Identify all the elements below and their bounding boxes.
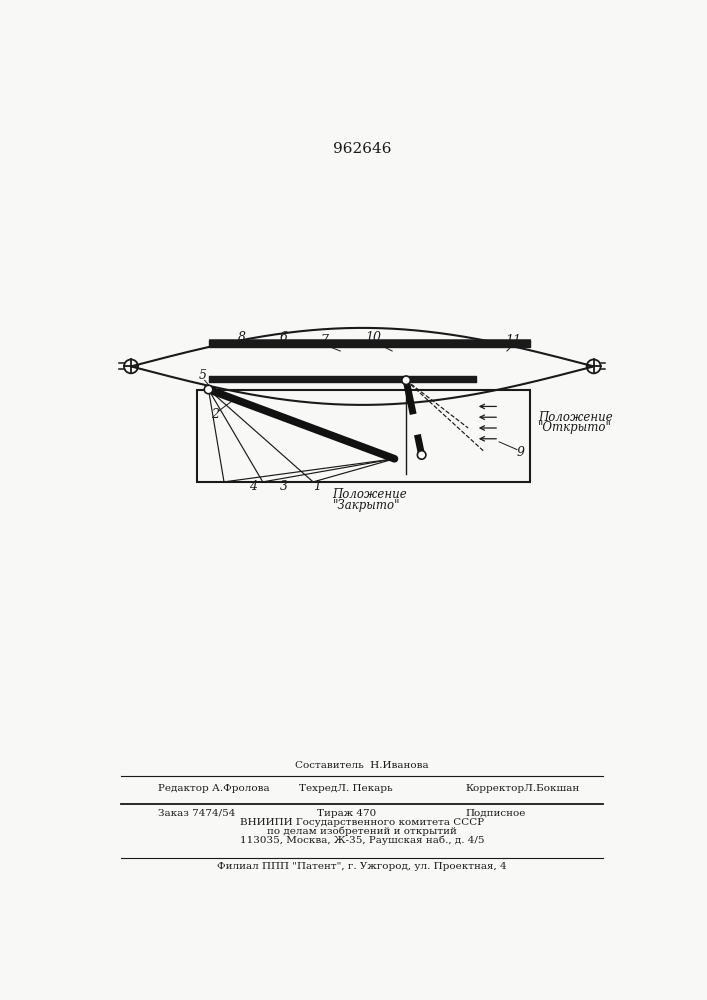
Text: 6: 6 (280, 331, 288, 344)
Text: 4: 4 (250, 480, 257, 493)
Text: 962646: 962646 (333, 142, 391, 156)
Text: Заказ 7474/54: Заказ 7474/54 (158, 808, 235, 818)
Text: Подписное: Подписное (466, 808, 526, 818)
Circle shape (402, 376, 410, 384)
Text: "Закрыто": "Закрыто" (332, 498, 400, 512)
Text: Филиал ППП "Патент", г. Ужгород, ул. Проектная, 4: Филиал ППП "Патент", г. Ужгород, ул. Про… (217, 862, 507, 871)
Text: 5: 5 (199, 369, 207, 382)
Text: КорректорЛ.Бокшан: КорректорЛ.Бокшан (466, 784, 580, 793)
Text: Положение: Положение (538, 411, 613, 424)
Text: 9: 9 (517, 446, 525, 459)
Text: 7: 7 (321, 334, 329, 347)
Text: 2: 2 (211, 408, 218, 421)
Circle shape (204, 385, 213, 394)
Text: "Открыто": "Открыто" (538, 422, 612, 434)
Text: 1: 1 (313, 480, 321, 493)
Text: ТехредЛ. Пекарь: ТехредЛ. Пекарь (299, 784, 393, 793)
Text: 10: 10 (366, 331, 382, 344)
Text: Тираж 470: Тираж 470 (317, 808, 376, 818)
Text: 11: 11 (505, 334, 521, 347)
Text: Положение: Положение (332, 488, 407, 501)
Text: 3: 3 (280, 480, 288, 493)
Text: ВНИИПИ Государственного комитета СССР: ВНИИПИ Государственного комитета СССР (240, 818, 484, 827)
Text: 113035, Москва, Ж-35, Раушская наб., д. 4/5: 113035, Москва, Ж-35, Раушская наб., д. … (240, 836, 484, 845)
Text: по делам изобретений и открытий: по делам изобретений и открытий (267, 827, 457, 836)
Text: Составитель  Н.Иванова: Составитель Н.Иванова (295, 761, 428, 770)
Text: 8: 8 (238, 331, 246, 344)
Bar (197, 389, 530, 482)
Text: Редактор А.Фролова: Редактор А.Фролова (158, 784, 270, 793)
Circle shape (417, 451, 426, 459)
